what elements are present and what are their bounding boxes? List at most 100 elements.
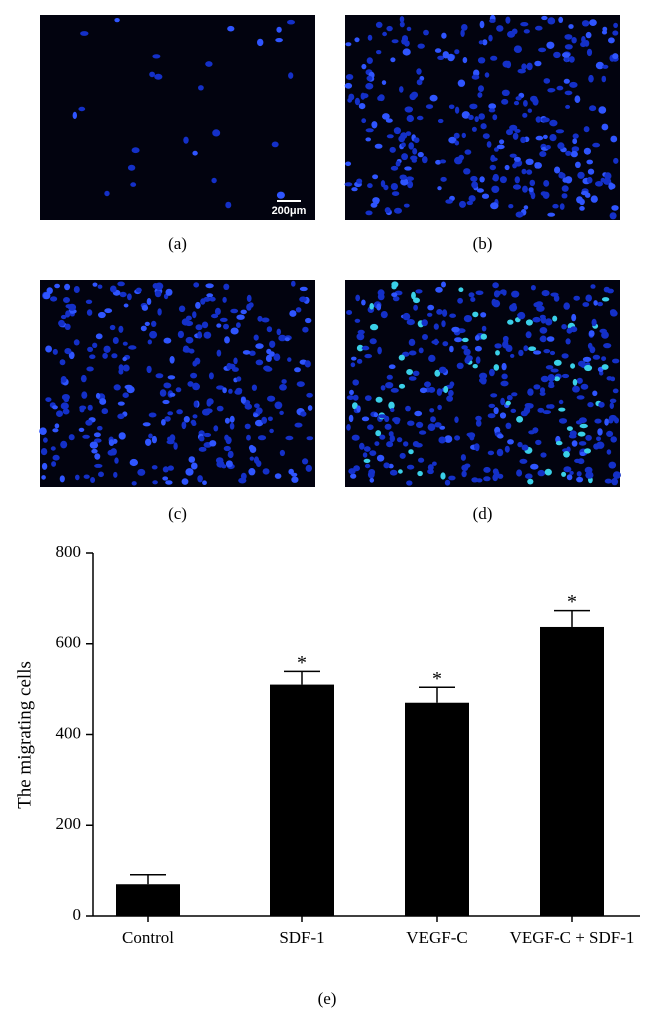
cell-nucleus (117, 281, 125, 287)
cell-nucleus (539, 336, 547, 342)
cell-nucleus (305, 464, 312, 472)
cell-nucleus (540, 316, 547, 324)
cell-nucleus (416, 79, 423, 86)
cell-nucleus (224, 336, 230, 344)
cell-nucleus (59, 359, 66, 366)
cell-nucleus (570, 326, 578, 333)
cell-nucleus (558, 171, 564, 178)
cell-nucleus (388, 401, 395, 410)
cell-nucleus (478, 40, 484, 45)
cell-nucleus (577, 171, 585, 179)
cell-nucleus (601, 75, 607, 83)
cell-nucleus (435, 159, 442, 165)
cell-nucleus (248, 444, 255, 451)
cell-nucleus (568, 56, 575, 63)
cell-nucleus (521, 444, 529, 451)
cell-nucleus (413, 304, 418, 311)
cell-nucleus (487, 413, 496, 419)
cell-nucleus (461, 470, 467, 478)
cell-nucleus (85, 299, 93, 304)
cell-nucleus (500, 380, 509, 387)
cell-nucleus (512, 184, 522, 190)
cell-nucleus (494, 343, 502, 349)
cell-nucleus (350, 473, 357, 479)
cell-nucleus (175, 387, 182, 393)
cell-nucleus (549, 350, 556, 356)
cell-nucleus (378, 414, 387, 419)
cell-nucleus (390, 165, 399, 171)
cell-nucleus (501, 89, 510, 97)
cell-nucleus (526, 169, 533, 175)
cell-nucleus (539, 327, 548, 334)
cell-nucleus (436, 309, 443, 315)
cell-nucleus (355, 294, 361, 302)
cell-nucleus (547, 404, 555, 409)
cell-nucleus (475, 290, 484, 296)
cell-nucleus (595, 61, 605, 70)
cell-nucleus (263, 365, 271, 371)
cell-nucleus (402, 312, 411, 321)
cell-nucleus (163, 337, 172, 344)
cell-nucleus (367, 424, 374, 431)
cell-nucleus (382, 31, 387, 37)
cell-nucleus (193, 400, 198, 408)
cell-nucleus (470, 175, 478, 182)
y-tick-label: 0 (73, 905, 82, 924)
cell-nucleus (454, 140, 460, 146)
cell-nucleus (504, 445, 510, 453)
cell-nucleus (86, 366, 94, 372)
cell-nucleus (400, 178, 409, 186)
cell-nucleus (398, 469, 403, 474)
cell-nucleus (216, 349, 222, 357)
cell-nucleus (559, 203, 565, 210)
cell-nucleus (497, 433, 504, 439)
cell-nucleus (483, 476, 491, 482)
cell-nucleus (97, 284, 103, 289)
cell-nucleus (428, 354, 436, 362)
cell-nucleus (507, 319, 514, 325)
cell-nucleus (437, 55, 445, 60)
cell-nucleus (469, 103, 478, 110)
cell-nucleus (278, 334, 287, 342)
cell-nucleus (525, 158, 534, 165)
cell-nucleus (427, 468, 434, 475)
cell-nucleus (375, 21, 383, 28)
cell-nucleus (265, 354, 272, 362)
cell-nucleus (205, 283, 214, 289)
cell-nucleus (380, 385, 386, 391)
cell-nucleus (275, 38, 283, 43)
cell-nucleus (192, 150, 198, 156)
cell-nucleus (479, 20, 485, 29)
cell-nucleus (291, 472, 298, 477)
cell-nucleus (441, 320, 446, 328)
cell-nucleus (459, 200, 466, 208)
cell-nucleus (561, 324, 567, 330)
cell-nucleus (205, 61, 213, 67)
cell-nucleus (248, 468, 256, 476)
cell-nucleus (496, 448, 504, 457)
cell-nucleus (345, 74, 354, 80)
cell-nucleus (576, 377, 583, 384)
cell-nucleus (568, 434, 577, 439)
cell-nucleus (41, 475, 46, 480)
cell-nucleus (236, 314, 245, 320)
cell-nucleus (147, 339, 152, 345)
cell-nucleus (512, 163, 517, 169)
cell-nucleus (162, 399, 170, 405)
cell-nucleus (381, 80, 387, 85)
cell-nucleus (399, 16, 405, 23)
cell-nucleus (78, 427, 85, 432)
cell-nucleus (492, 176, 499, 181)
x-tick-label: SDF-1 (279, 928, 324, 947)
cell-nucleus (558, 418, 568, 424)
cell-nucleus (474, 335, 480, 341)
cell-nucleus (418, 347, 424, 354)
cell-nucleus (523, 345, 529, 352)
cell-nucleus (516, 416, 524, 423)
cell-nucleus (589, 19, 597, 26)
cell-nucleus (532, 98, 539, 106)
cell-nucleus (612, 53, 619, 60)
cell-nucleus (43, 292, 51, 300)
cell-nucleus (537, 469, 546, 477)
cell-nucleus (417, 43, 425, 49)
